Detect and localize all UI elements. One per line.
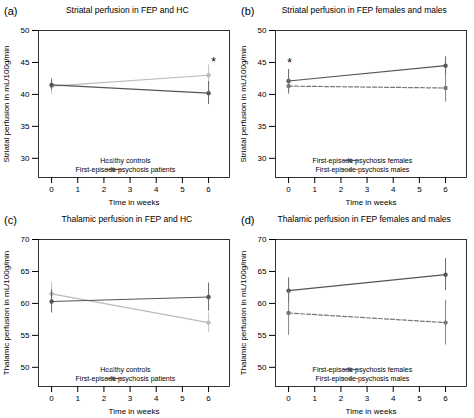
svg-text:4: 4 <box>154 185 159 194</box>
html-text:Striatal perfusion in FEP and: Striatal perfusion in FEP and HC <box>65 5 189 16</box>
svg-text:First-episode psychosis patien: First-episode psychosis patients <box>76 375 176 383</box>
svg-text:50: 50 <box>258 363 267 372</box>
svg-text:6: 6 <box>206 394 211 403</box>
svg-text:1: 1 <box>76 394 81 403</box>
svg-text:First-episode psychosis males: First-episode psychosis males <box>316 375 410 383</box>
svg-text:3: 3 <box>365 185 370 194</box>
svg-text:Healthy controls: Healthy controls <box>100 157 151 165</box>
svg-text:40: 40 <box>21 90 30 99</box>
svg-text:3: 3 <box>128 394 133 403</box>
svg-text:70: 70 <box>258 235 267 244</box>
svg-text:*: * <box>211 55 216 69</box>
svg-text:2: 2 <box>102 185 107 194</box>
html-text:Thalamic perfusion in FEP and: Thalamic perfusion in FEP and HC <box>61 214 193 225</box>
svg-text:1: 1 <box>313 394 318 403</box>
svg-text:45: 45 <box>258 58 267 67</box>
svg-text:4: 4 <box>391 394 396 403</box>
svg-text:35: 35 <box>258 122 267 131</box>
svg-text:First-episode psychosis female: First-episode psychosis females <box>313 157 413 165</box>
svg-text:First-episode psychosis patien: First-episode psychosis patients <box>76 166 176 174</box>
svg-text:4: 4 <box>154 394 159 403</box>
svg-text:0: 0 <box>49 394 54 403</box>
html-text:(d): (d) <box>241 214 255 226</box>
svg-text:0: 0 <box>286 185 291 194</box>
svg-text:50: 50 <box>21 26 30 35</box>
svg-text:3: 3 <box>365 394 370 403</box>
svg-text:2: 2 <box>339 185 344 194</box>
svg-text:50: 50 <box>258 26 267 35</box>
svg-text:First-episode psychosis female: First-episode psychosis females <box>313 366 413 374</box>
svg-text:Time in weeks: Time in weeks <box>346 198 397 207</box>
html-text:(a): (a) <box>4 5 18 17</box>
svg-text:45: 45 <box>21 58 30 67</box>
svg-text:60: 60 <box>258 299 267 308</box>
svg-text:Thalamic perfusion in mL/100g/: Thalamic perfusion in mL/100g/min <box>2 251 11 376</box>
html-text:(b): (b) <box>241 5 255 17</box>
svg-text:2: 2 <box>102 394 107 403</box>
svg-text:1: 1 <box>76 185 81 194</box>
svg-text:65: 65 <box>21 267 30 276</box>
svg-text:60: 60 <box>21 299 30 308</box>
svg-text:0: 0 <box>49 185 54 194</box>
svg-text:2: 2 <box>339 394 344 403</box>
html-text:(c): (c) <box>4 214 17 226</box>
svg-text:35: 35 <box>21 122 30 131</box>
svg-text:*: * <box>287 56 292 70</box>
svg-text:70: 70 <box>21 235 30 244</box>
svg-text:6: 6 <box>443 394 448 403</box>
svg-text:First-episode psychosis males: First-episode psychosis males <box>316 166 410 174</box>
svg-text:6: 6 <box>206 185 211 194</box>
svg-text:5: 5 <box>417 394 422 403</box>
svg-text:Striatal perfusion in mL/100g/: Striatal perfusion in mL/100g/min <box>239 46 248 163</box>
svg-text:30: 30 <box>258 154 267 163</box>
svg-text:1: 1 <box>313 185 318 194</box>
svg-text:40: 40 <box>258 90 267 99</box>
svg-text:Time in weeks: Time in weeks <box>346 407 397 416</box>
svg-text:3: 3 <box>128 185 133 194</box>
html-text:Striatal perfusion in FEP fema: Striatal perfusion in FEP females and ma… <box>281 5 447 16</box>
svg-text:Time in weeks: Time in weeks <box>109 198 160 207</box>
svg-text:5: 5 <box>180 394 185 403</box>
svg-text:50: 50 <box>21 363 30 372</box>
svg-text:30: 30 <box>21 154 30 163</box>
svg-text:0: 0 <box>286 394 291 403</box>
svg-text:4: 4 <box>391 185 396 194</box>
svg-text:55: 55 <box>258 331 267 340</box>
svg-text:5: 5 <box>417 185 422 194</box>
svg-text:Thalamic perfusion in mL/100g/: Thalamic perfusion in mL/100g/min <box>239 251 248 376</box>
html-text:Thalamic perfusion in FEP fema: Thalamic perfusion in FEP females and ma… <box>277 214 451 225</box>
svg-text:Time in weeks: Time in weeks <box>109 407 160 416</box>
svg-text:Striatal perfusion in mL/100g/: Striatal perfusion in mL/100g/min <box>2 46 11 163</box>
svg-text:55: 55 <box>21 331 30 340</box>
svg-text:5: 5 <box>180 185 185 194</box>
svg-text:Healthy controls: Healthy controls <box>100 366 151 374</box>
svg-text:6: 6 <box>443 185 448 194</box>
svg-text:65: 65 <box>258 267 267 276</box>
